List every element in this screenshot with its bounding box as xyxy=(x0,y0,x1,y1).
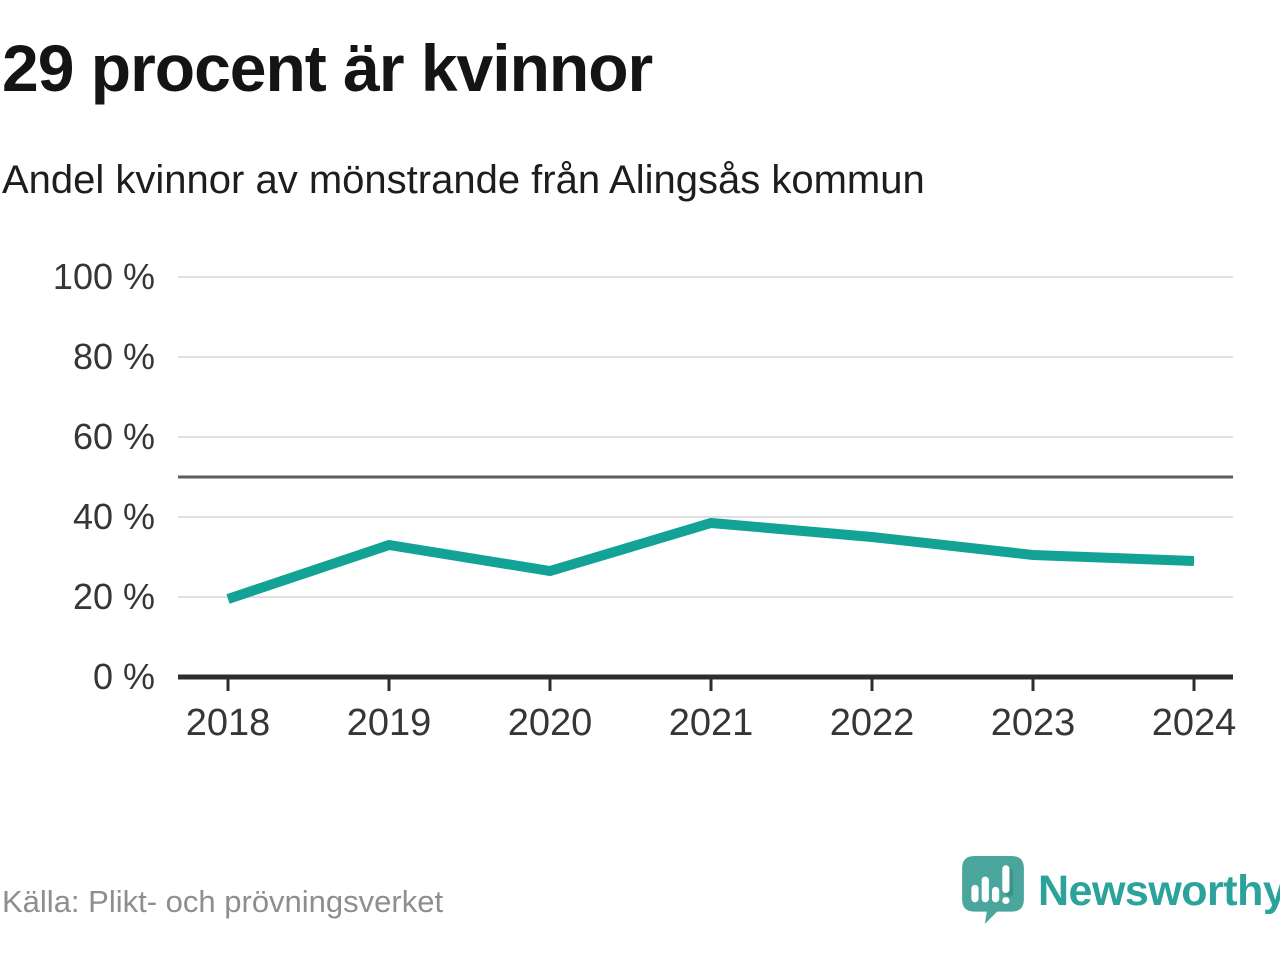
page-title: 29 procent är kvinnor xyxy=(2,31,653,105)
newsworthy-logo: Newsworthy xyxy=(962,856,1280,926)
y-tick-label: 0 % xyxy=(92,656,155,697)
data-line-series xyxy=(226,517,1195,604)
y-tick-label: 60 % xyxy=(72,416,155,457)
y-tick-label: 100 % xyxy=(52,256,155,297)
chart-plot xyxy=(178,276,1233,691)
y-tick-label: 20 % xyxy=(72,576,155,617)
x-tick-label: 2020 xyxy=(507,702,593,744)
x-tick-label: 2021 xyxy=(668,702,754,744)
x-tick-label: 2019 xyxy=(346,702,432,744)
source-note: Källa: Plikt- och prövningsverket xyxy=(2,884,444,919)
x-tick-label: 2022 xyxy=(829,702,915,744)
newsworthy-logo-icon xyxy=(962,856,1024,924)
x-tick-label: 2023 xyxy=(990,702,1076,744)
y-tick-label: 40 % xyxy=(72,496,155,537)
newsworthy-logo-text: Newsworthy xyxy=(1038,866,1280,915)
x-tick-label: 2018 xyxy=(185,702,271,744)
x-tick-label: 2024 xyxy=(1151,702,1237,744)
y-tick-label: 80 % xyxy=(72,336,155,377)
chart-subtitle: Andel kvinnor av mönstrande från Alingså… xyxy=(2,158,925,202)
